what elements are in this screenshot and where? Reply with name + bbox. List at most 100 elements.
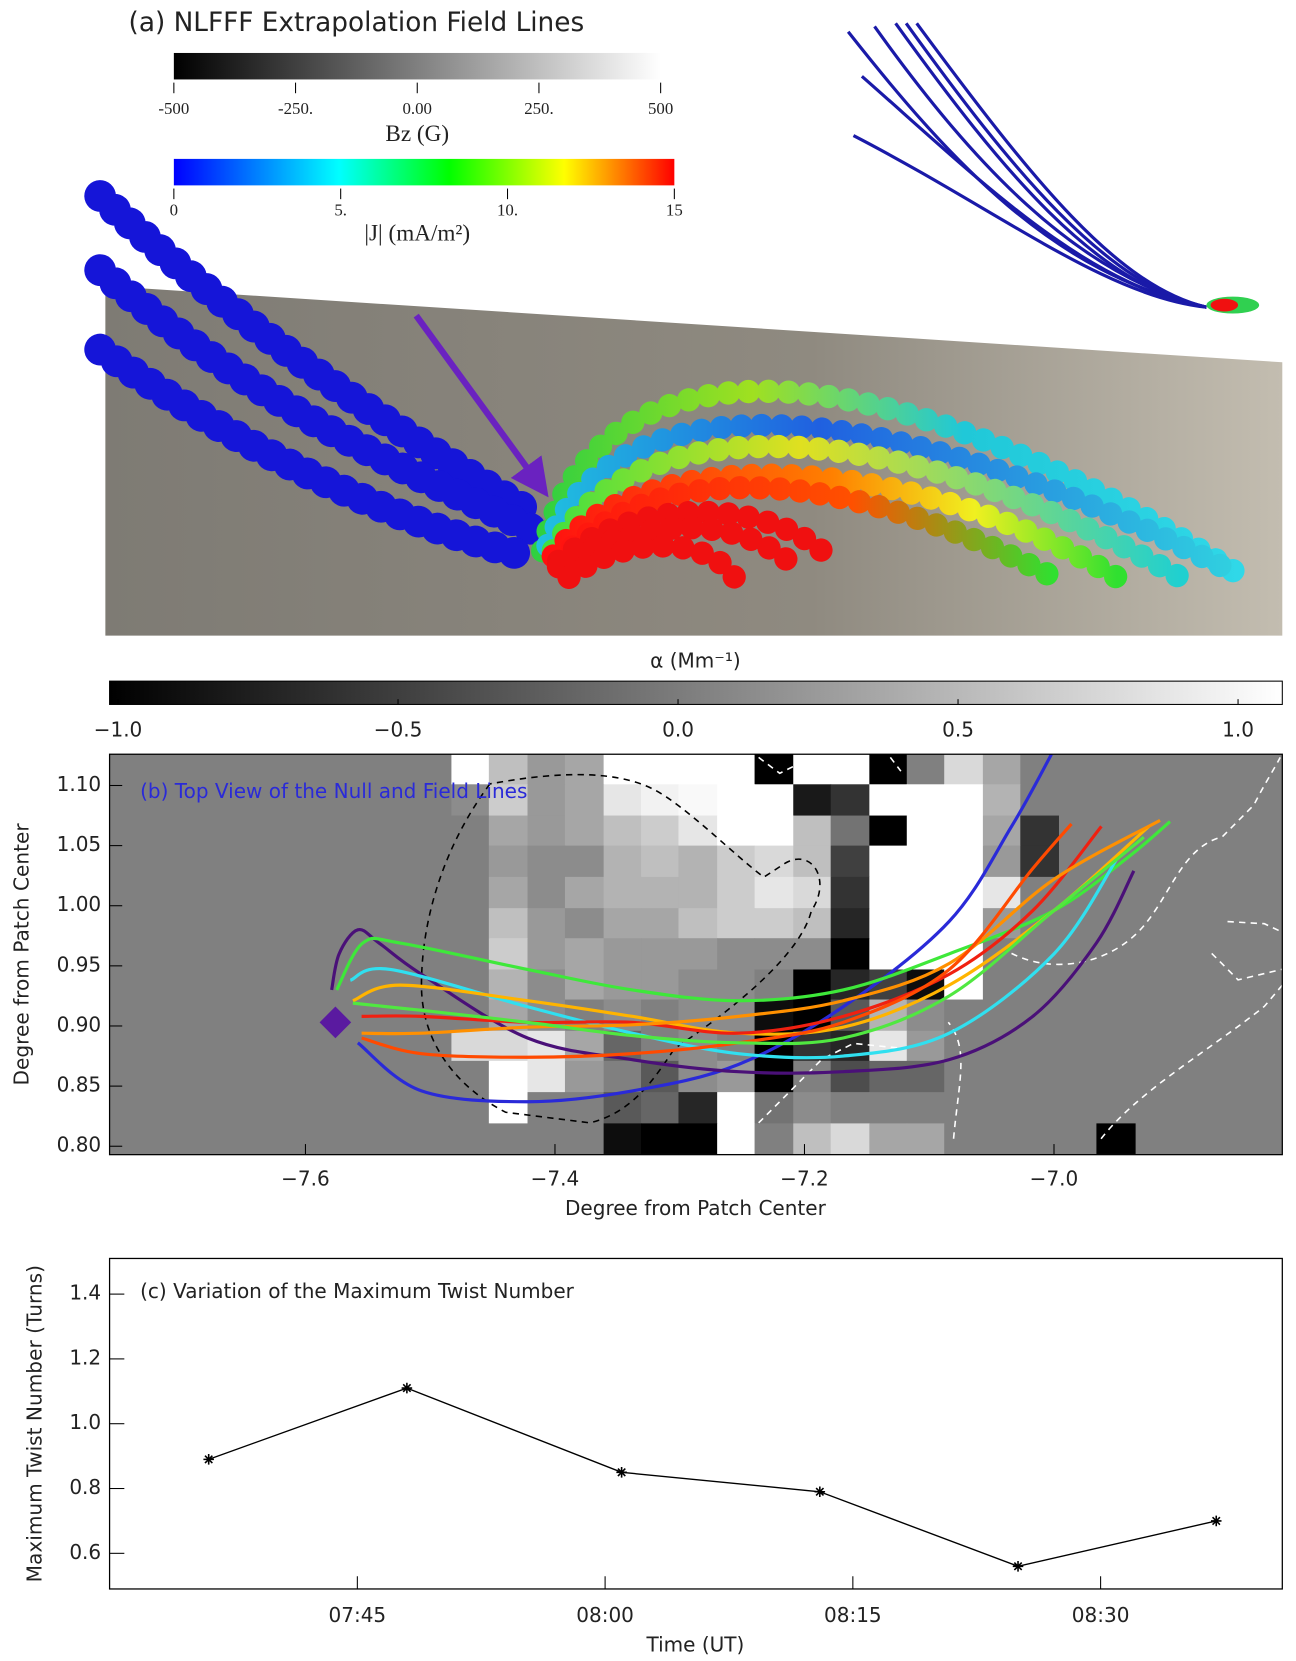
alpha-cell — [869, 784, 908, 817]
alpha-cell — [869, 1092, 908, 1124]
y-tick-label: 0.80 — [57, 1133, 102, 1157]
alpha-cell — [451, 908, 490, 939]
alpha-cell — [982, 969, 1021, 1001]
alpha-cell — [488, 1123, 529, 1154]
alpha-cell — [869, 1123, 908, 1154]
alpha-cell — [451, 815, 490, 847]
alpha-cell — [641, 1123, 680, 1154]
alpha-cell — [754, 1060, 794, 1093]
y-tick-label: 0.6 — [69, 1540, 101, 1564]
y-tick-label: 0.85 — [57, 1073, 102, 1097]
bz-colorbar — [173, 52, 661, 80]
alpha-cell — [1058, 754, 1097, 785]
line — [208, 1387, 1217, 1568]
alpha-cell — [527, 938, 566, 970]
alpha-cell — [603, 784, 642, 817]
panel-title: (a) NLFFF Extrapolation Field Lines — [129, 7, 585, 38]
alpha-cell — [944, 784, 984, 817]
alpha-cell — [869, 876, 908, 909]
panel-title: (c) Variation of the Maximum Twist Numbe… — [140, 1279, 574, 1303]
colorbar-tick-label: 10. — [497, 201, 518, 220]
alpha-cell — [944, 1123, 984, 1154]
colorbar-tick-label: 0.00 — [403, 99, 432, 118]
alpha-cell — [603, 845, 642, 878]
colorbar-tick-label: 5. — [334, 201, 347, 220]
colorbar-tick-label: −1.0 — [94, 717, 143, 741]
alpha-cell — [564, 815, 605, 847]
alpha-cell — [678, 908, 718, 939]
alpha-cell — [1058, 1123, 1097, 1154]
x-axis-label: Degree from Patch Center — [565, 1196, 827, 1220]
y-tick-label: 1.00 — [57, 892, 102, 916]
alpha-cell — [1058, 1030, 1097, 1062]
alpha-cell — [717, 1092, 756, 1124]
y-axis-label: Maximum Twist Number (Turns) — [22, 1265, 46, 1582]
alpha-cell — [906, 1123, 945, 1154]
alpha-cell — [678, 1092, 718, 1124]
alpha-cell — [906, 815, 945, 847]
alpha-cell — [451, 845, 490, 878]
alpha-cell — [603, 754, 642, 785]
y-tick-label: 0.95 — [57, 952, 102, 976]
alpha-cell — [717, 754, 756, 785]
panel-title: (b) Top View of the Null and Field Lines — [140, 779, 527, 803]
alpha-cell — [564, 1060, 605, 1093]
alpha-cell — [451, 754, 490, 785]
colorbar-tick-label: 0.0 — [662, 717, 694, 741]
colorbar-tick-label: 500 — [648, 99, 673, 118]
alpha-cell — [527, 908, 566, 939]
colorbar-tick-label: −0.5 — [374, 717, 423, 741]
alpha-cell — [754, 938, 794, 970]
arrow — [413, 313, 549, 498]
alpha-cell — [982, 1092, 1021, 1124]
colorbar-tick-label: 15 — [666, 201, 683, 220]
alpha-cell — [564, 754, 605, 785]
alpha-cell — [1058, 784, 1097, 817]
alpha-cell — [793, 876, 832, 909]
alpha-cell — [754, 908, 794, 939]
alpha-cell — [641, 938, 680, 970]
plot-frame — [108, 1257, 1283, 1590]
alpha-cell — [678, 845, 718, 878]
alpha-cell — [793, 1092, 832, 1124]
alpha-cell — [1020, 999, 1060, 1032]
alpha-cell — [869, 1030, 908, 1062]
y-tick-label: 1.10 — [57, 772, 102, 796]
alpha-cell — [906, 908, 945, 939]
alpha-cell — [717, 815, 756, 847]
alpha-cell — [830, 784, 870, 817]
null-point — [319, 1006, 352, 1039]
j-colorbar-label: |J| (mA/m²) — [364, 220, 470, 246]
alpha-cell — [754, 1092, 794, 1124]
inset-field-lines — [846, 22, 1207, 309]
alpha-cell — [488, 845, 529, 878]
alpha-cell — [754, 815, 794, 847]
alpha-cell — [869, 1060, 908, 1093]
alpha-cell — [1020, 815, 1060, 847]
alpha-cell — [564, 845, 605, 878]
alpha-cell — [717, 876, 756, 909]
y-axis-label: Degree from Patch Center — [10, 823, 34, 1086]
y-tick-label: 1.05 — [57, 832, 102, 856]
field-line — [349, 856, 1119, 1060]
alpha-cell — [1020, 1092, 1060, 1124]
alpha-cell — [793, 845, 832, 878]
alpha-cell — [754, 876, 794, 909]
alpha-cell — [641, 754, 680, 785]
alpha-cell — [982, 845, 1021, 878]
alpha-cell — [488, 908, 529, 939]
alpha-cell — [982, 1123, 1021, 1154]
alpha-cell — [830, 908, 870, 939]
alpha-cell — [869, 815, 908, 847]
alpha-cell — [717, 1123, 756, 1154]
alpha-cell — [678, 754, 718, 785]
alpha-cell — [830, 1060, 870, 1093]
alpha-cell — [678, 1123, 718, 1154]
panel-b: (b) Top View of the Null and Field Lines… — [10, 753, 1283, 1220]
alpha-cell — [527, 876, 566, 909]
y-tick-label: 1.4 — [69, 1281, 101, 1305]
alpha-cell — [869, 845, 908, 878]
alpha-cell — [527, 815, 566, 847]
alpha-cell — [527, 784, 566, 817]
